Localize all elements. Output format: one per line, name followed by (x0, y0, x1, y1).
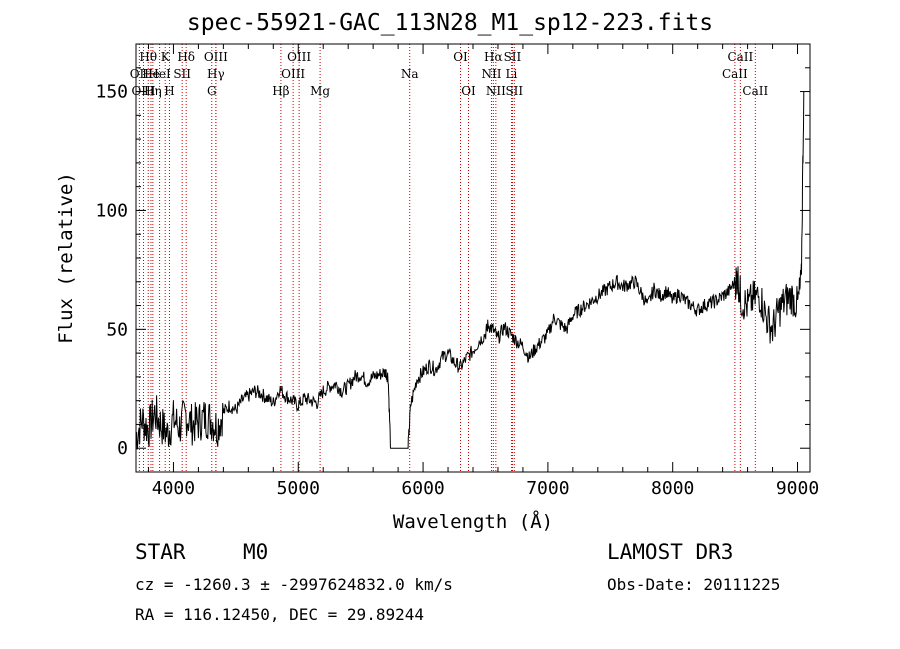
line-label-5: K (161, 50, 171, 64)
survey-label: LAMOST DR3 (607, 540, 734, 564)
line-label-6: HeI (148, 67, 171, 81)
line-label-1: OIII (131, 84, 155, 98)
line-label-11: Hγ (207, 67, 225, 81)
line-label-12: G (207, 84, 217, 98)
line-label-7: H (164, 84, 174, 98)
line-label-15: OIII (281, 67, 305, 81)
line-label-24: NII (486, 84, 506, 98)
class-label: STAR (135, 540, 186, 564)
chart-title: spec-55921-GAC_113N28_M1_sp12-223.fits (186, 10, 714, 36)
x-tick-label: 9000 (776, 478, 819, 499)
y-tick-label: 150 (95, 82, 128, 103)
y-tick-label: 100 (95, 200, 128, 221)
redshift-text: cz = -1260.3 ± -2997624832.0 km/s (135, 575, 453, 594)
line-label-25: SII (505, 84, 523, 98)
line-labels: OII OIII Hθ He Hη K HeI H SII Hδ OIII Hγ G Hβ OIII OIII… (130, 50, 769, 98)
line-label-19: OI (461, 84, 476, 98)
line-label-27: CaII (722, 67, 748, 81)
line-label-10: OIII (204, 50, 228, 64)
line-label-21: SII (504, 50, 522, 64)
line-label-23: Li (506, 67, 518, 81)
line-label-18: OI (453, 50, 468, 64)
line-label-20: Hα (484, 50, 503, 64)
x-tick-label: 7000 (526, 478, 569, 499)
x-tick-label: 8000 (651, 478, 694, 499)
line-label-16: Mg (310, 84, 330, 98)
line-label-13: Hβ (272, 84, 289, 98)
x-tick-label: 6000 (401, 478, 444, 499)
x-tick-label: 4000 (152, 478, 195, 499)
emission-line-markers (138, 44, 756, 472)
subclass-label: M0 (243, 540, 269, 564)
obs-date-text: Obs-Date: 20111225 (607, 575, 781, 594)
y-tick-label: 0 (117, 438, 128, 459)
line-label-9: Hδ (177, 50, 195, 64)
line-label-3: He (142, 67, 160, 81)
line-label-22: NII (481, 67, 501, 81)
line-label-8: SII (173, 67, 191, 81)
y-axis-label: Flux (relative) (55, 172, 77, 344)
line-label-2: Hθ (139, 50, 157, 64)
line-label-4: Hη (144, 84, 162, 98)
x-tick-label: 5000 (277, 478, 320, 499)
line-label-28: CaII (742, 84, 768, 98)
line-label-14: OIII (287, 50, 311, 64)
coordinates-text: RA = 116.12450, DEC = 29.89244 (135, 605, 424, 624)
line-label-17: Na (401, 67, 419, 81)
axis-ticks: 4000 5000 6000 7000 8000 9000 0 50 100 150 (95, 43, 819, 499)
line-label-0: OII (130, 67, 150, 81)
y-tick-label: 50 (106, 319, 128, 340)
line-label-26: CaII (727, 50, 753, 64)
x-axis-label: Wavelength (Å) (393, 510, 553, 533)
spectrum-line (135, 91, 805, 450)
